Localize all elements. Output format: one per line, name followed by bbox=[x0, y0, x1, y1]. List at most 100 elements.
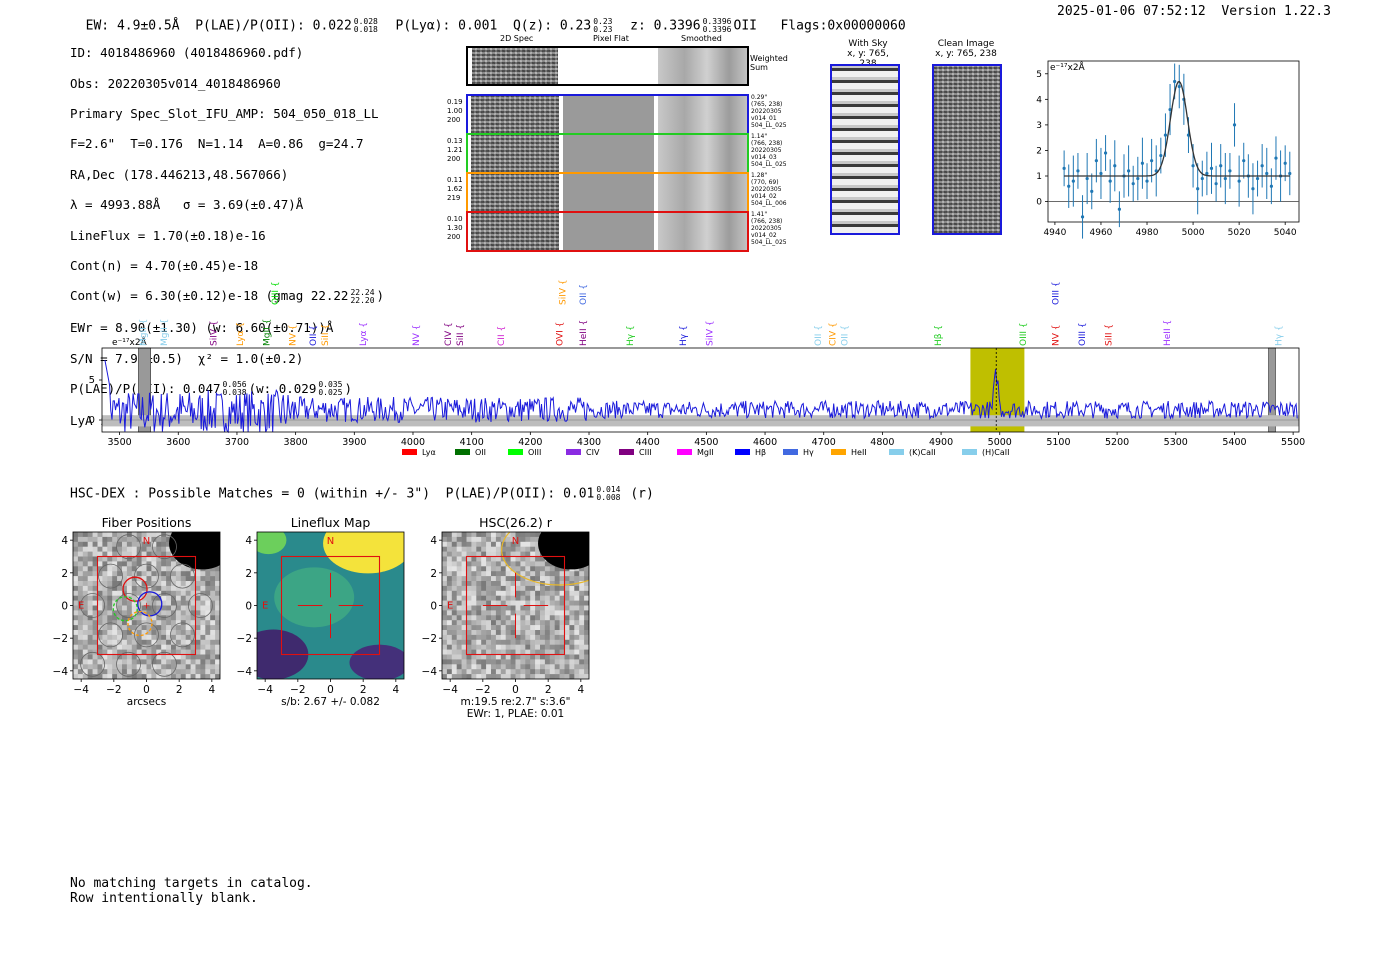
hsc-pixel bbox=[456, 654, 462, 660]
hsc-pixel bbox=[500, 674, 506, 679]
hsc-pixel bbox=[195, 620, 201, 626]
hsc-pixel bbox=[579, 605, 585, 611]
hsc-pixel bbox=[466, 605, 472, 611]
hsc-pixel bbox=[540, 620, 546, 626]
spectrum-line-id: Hγ { bbox=[1274, 325, 1284, 346]
hsc-pixel bbox=[520, 605, 526, 611]
hsc-pixel bbox=[515, 561, 521, 567]
hsc-pixel bbox=[205, 630, 211, 636]
hsc-pixel bbox=[554, 654, 560, 660]
hsc-pixel bbox=[476, 649, 482, 655]
hsc-pixel bbox=[520, 654, 526, 660]
hsc-panel-image bbox=[257, 532, 404, 679]
hsc-pixel bbox=[461, 674, 467, 679]
hsc-pixel bbox=[579, 625, 585, 631]
hsc-pixel bbox=[442, 634, 448, 641]
hsc-pixel bbox=[87, 605, 93, 611]
hsc-pixel bbox=[156, 659, 162, 665]
z-text: z: 0.3396 bbox=[630, 18, 701, 34]
hsc-pixel bbox=[141, 630, 147, 636]
hsc-pixel bbox=[141, 541, 147, 547]
hsc-pixel bbox=[185, 639, 191, 645]
hsc-pixel bbox=[442, 566, 448, 572]
hsc-pixel bbox=[73, 595, 79, 601]
hsc-pixel bbox=[161, 620, 167, 626]
hsc-pixel bbox=[520, 571, 526, 577]
hsc-pixel bbox=[549, 615, 555, 621]
spectrum-xtick-label: 3800 bbox=[284, 437, 308, 448]
hsc-pixel bbox=[520, 674, 526, 679]
hsc-pixel bbox=[456, 595, 462, 601]
zoom-data-point bbox=[1283, 161, 1287, 165]
hsc-pixel bbox=[117, 551, 123, 557]
hsc-pixel bbox=[195, 654, 201, 660]
hsc-pixel bbox=[210, 581, 216, 587]
hsc-pixel bbox=[205, 620, 211, 626]
hsc-pixel bbox=[166, 595, 172, 601]
hsc-pixel bbox=[175, 659, 182, 665]
hsc-pixel bbox=[102, 532, 108, 538]
hsc-pixel bbox=[92, 541, 98, 547]
zoom-data-point bbox=[1117, 207, 1121, 211]
hsc-pixel bbox=[112, 639, 118, 645]
hsc-pixel bbox=[456, 644, 462, 650]
hsc-pixel bbox=[87, 625, 93, 631]
hsc-panel-xlabel-2: EWr: 1, PLAE: 0.01 bbox=[467, 708, 564, 720]
hsc-pixel bbox=[515, 644, 521, 650]
hsc-pixel bbox=[97, 669, 103, 675]
hsc-pixel bbox=[500, 551, 506, 557]
hsc-pixel bbox=[442, 600, 448, 606]
hsc-pixel bbox=[141, 571, 147, 577]
hsc-pixel bbox=[505, 644, 511, 650]
hsc-pixel bbox=[102, 556, 108, 562]
hsc-pixel bbox=[544, 566, 551, 572]
hsc-pixel bbox=[471, 605, 477, 611]
hsc-pixel bbox=[461, 654, 467, 660]
hsc-pixel bbox=[151, 561, 157, 567]
hsc-pixel bbox=[107, 654, 113, 660]
hsc-pixel bbox=[584, 600, 589, 606]
timestamp-version: 2025-01-06 07:52:12 Version 1.22.3 bbox=[1057, 4, 1331, 19]
hsc-pixel bbox=[495, 620, 502, 626]
hsc-pixel bbox=[574, 620, 580, 626]
hsc-pixel bbox=[574, 571, 580, 577]
hsc-pixel bbox=[126, 659, 133, 665]
hsc-pixel bbox=[579, 639, 585, 645]
hsc-pixel bbox=[215, 595, 220, 601]
hsc-pixel bbox=[102, 664, 108, 670]
hsc-pixel bbox=[151, 590, 157, 596]
hsc-pixel bbox=[136, 546, 142, 552]
hsc-pixel bbox=[136, 639, 142, 645]
hsc-pixel bbox=[131, 556, 137, 562]
hsc-pixel bbox=[471, 541, 477, 547]
hsc-pixel bbox=[87, 571, 93, 577]
hsc-pixel bbox=[151, 551, 157, 557]
hsc-pixel bbox=[171, 649, 177, 655]
spectrum-error-band bbox=[102, 415, 1299, 427]
hsc-panel-title: Lineflux Map bbox=[291, 515, 371, 530]
hsc-pixel bbox=[446, 536, 453, 543]
hsc-pixel bbox=[515, 615, 521, 621]
info-ewr: EWr = 8.90(±1.30) (w: 6.60(±0.71))Å bbox=[70, 320, 334, 336]
hsc-pixel bbox=[136, 615, 142, 621]
hsc-pixel bbox=[569, 654, 575, 660]
hsc-pixel bbox=[481, 595, 487, 601]
hsc-pixel bbox=[141, 551, 147, 557]
hsc-pixel bbox=[520, 556, 526, 562]
hsc-pixel bbox=[200, 620, 206, 626]
hsc-pixel bbox=[185, 595, 191, 601]
hsc-pixel bbox=[500, 581, 506, 587]
hsc-pixel bbox=[491, 630, 497, 636]
footer-line-2: Row intentionally blank. bbox=[70, 891, 258, 906]
info-lambda: λ = 4993.88Å σ = 3.69(±0.47)Å bbox=[70, 197, 304, 213]
hsc-pixel bbox=[461, 536, 467, 543]
hsc-pixel bbox=[151, 595, 157, 601]
hsc-pixel bbox=[77, 576, 84, 582]
spectrum-line-id: SiIV { bbox=[209, 320, 219, 346]
hsc-pixel bbox=[535, 600, 541, 606]
north-label: N bbox=[143, 536, 150, 547]
hsc-pixel bbox=[579, 576, 585, 582]
hsc-pixel bbox=[525, 556, 531, 562]
hsc-pixel bbox=[180, 634, 186, 641]
hsc-pixel bbox=[481, 634, 487, 641]
